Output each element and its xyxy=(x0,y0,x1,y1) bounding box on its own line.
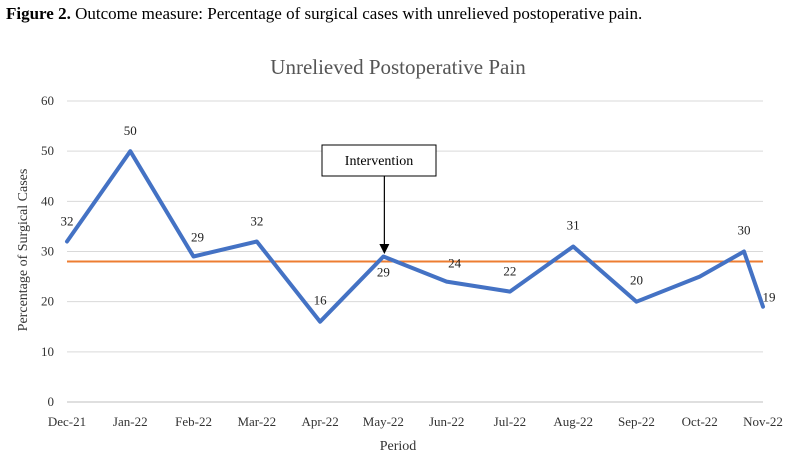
x-tick-label: May-22 xyxy=(363,414,404,429)
data-label: 50 xyxy=(124,123,137,138)
x-tick-label: Jul-22 xyxy=(494,414,527,429)
series-layer xyxy=(65,149,765,324)
data-label: 30 xyxy=(738,223,751,238)
x-tick-label: Apr-22 xyxy=(301,414,338,429)
y-tick-label: 60 xyxy=(41,93,54,108)
x-tick-label: Nov-22 xyxy=(743,414,783,429)
x-tick-label: Jan-22 xyxy=(113,414,148,429)
data-label: 29 xyxy=(377,265,390,280)
x-tick-label: Dec-21 xyxy=(48,414,86,429)
data-label: 32 xyxy=(61,213,74,228)
x-axis-ticks: Dec-21 Jan-22 Feb-22 Mar-22 Apr-22 May-22 Jun-… xyxy=(48,414,783,429)
y-tick-label: 10 xyxy=(41,344,54,359)
intervention-annotation: Intervention xyxy=(321,144,437,254)
chart-title: Unrelieved Postoperative Pain xyxy=(270,55,526,79)
y-axis-title: Percentage of Surgical Cases xyxy=(16,169,31,332)
x-tick-label: Jun-22 xyxy=(429,414,464,429)
x-tick-label: Sep-22 xyxy=(618,414,655,429)
y-tick-label: 50 xyxy=(41,143,54,158)
x-tick-label: Mar-22 xyxy=(237,414,276,429)
intervention-label: Intervention xyxy=(345,154,413,169)
data-labels: 32 50 29 32 16 29 24 22 31 20 30 19 xyxy=(61,123,776,308)
intervention-box xyxy=(321,144,437,177)
data-label: 31 xyxy=(567,217,580,232)
x-tick-label: Oct-22 xyxy=(682,414,718,429)
figure-caption-text: Outcome measure: Percentage of surgical … xyxy=(70,4,643,23)
figure-label: Figure 2. xyxy=(6,4,71,23)
x-tick-label: Aug-22 xyxy=(553,414,593,429)
x-axis-title: Period xyxy=(380,439,417,454)
data-label: 32 xyxy=(250,213,263,228)
series-line xyxy=(65,149,765,324)
figure-caption: Figure 2. Outcome measure: Percentage of… xyxy=(6,4,642,24)
intervention-arrow-head xyxy=(379,244,390,254)
data-label: 19 xyxy=(763,290,776,305)
data-label: 20 xyxy=(630,273,643,288)
data-label: 16 xyxy=(314,293,328,308)
data-label: 22 xyxy=(503,264,516,279)
data-label: 24 xyxy=(448,256,462,271)
y-tick-label: 40 xyxy=(41,193,54,208)
y-axis-ticks: 0 10 20 30 40 50 60 xyxy=(41,93,54,409)
x-tick-label: Feb-22 xyxy=(175,414,212,429)
y-tick-label: 20 xyxy=(41,294,54,309)
y-tick-label: 30 xyxy=(41,244,54,259)
y-tick-label: 0 xyxy=(48,394,55,409)
data-label: 29 xyxy=(191,230,204,245)
